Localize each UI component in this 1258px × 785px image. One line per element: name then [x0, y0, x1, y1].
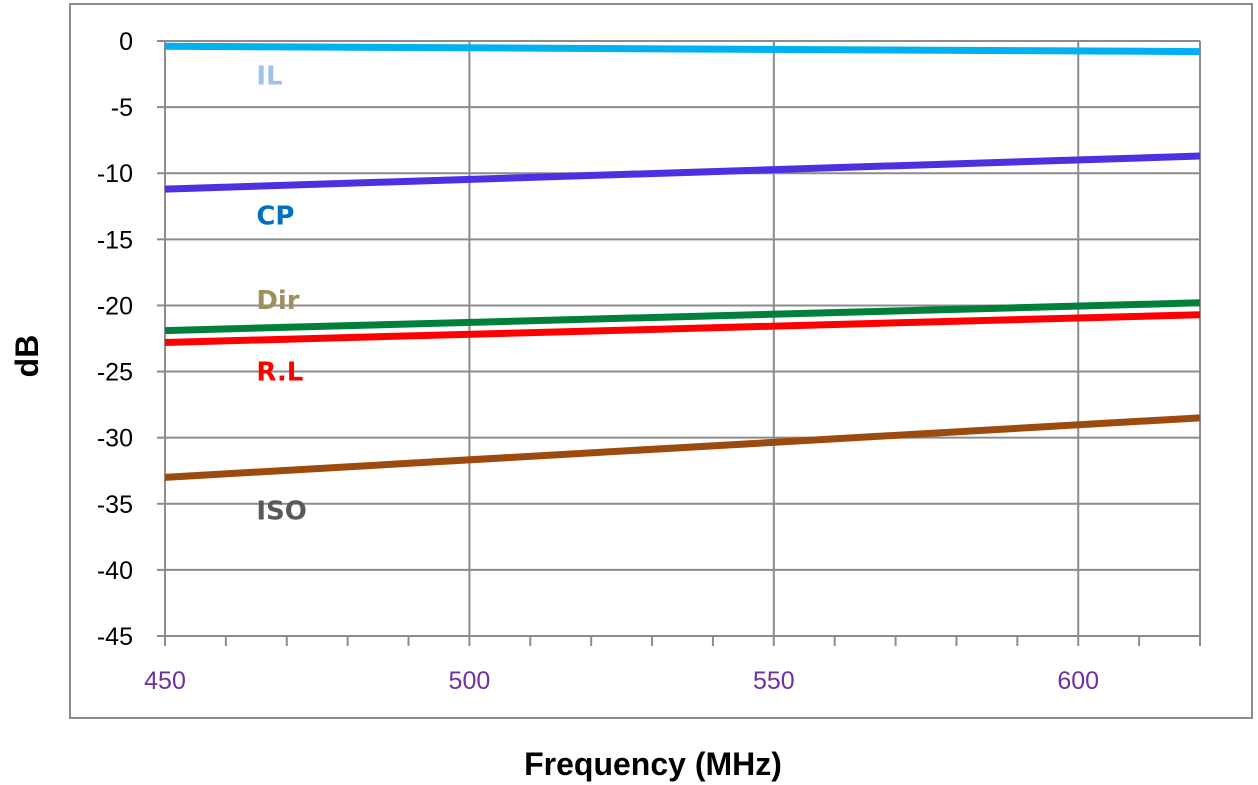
axes — [157, 40, 1201, 646]
y-tick-labels: 0 -5 -10 -15 -20 -25 -30 -35 -40 -45 — [97, 28, 133, 651]
series-lines — [164, 42, 1201, 481]
x-tick-label: 600 — [1057, 667, 1099, 695]
series-label-rl: R.L — [256, 358, 303, 388]
x-tick-label: 450 — [144, 667, 186, 695]
series-line-il — [164, 42, 1201, 56]
y-tick-label: -15 — [97, 226, 133, 254]
x-tick-label: 550 — [753, 667, 795, 695]
series-label-cp: CP — [256, 202, 294, 232]
series-label-il: IL — [256, 61, 282, 91]
y-tick-label: -40 — [97, 557, 133, 585]
y-tick-label: -35 — [97, 491, 133, 519]
y-tick-label: -45 — [97, 623, 133, 651]
series-label-iso: ISO — [256, 496, 307, 526]
series-line-cp — [164, 152, 1201, 193]
series-labels: IL CP Dir R.L ISO — [256, 61, 307, 526]
y-tick-label: -25 — [97, 359, 133, 387]
y-tick-label: 0 — [119, 28, 133, 56]
plot-frame — [69, 3, 1253, 719]
series-label-dir: Dir — [256, 286, 299, 316]
y-tick-label: -30 — [97, 425, 133, 453]
x-tick-labels: 450 500 550 600 — [144, 667, 1099, 695]
series-line-rl — [164, 311, 1201, 346]
grid-lines — [165, 40, 1201, 636]
y-axis-title: dB — [9, 335, 45, 378]
series-line-dir — [164, 299, 1201, 335]
series-line-iso — [164, 414, 1201, 481]
x-tick-label: 500 — [449, 667, 491, 695]
y-tick-label: -20 — [97, 292, 133, 320]
y-tick-label: -5 — [111, 94, 133, 122]
y-tick-label: -10 — [97, 160, 133, 188]
x-axis-title: Frequency (MHz) — [524, 746, 782, 782]
